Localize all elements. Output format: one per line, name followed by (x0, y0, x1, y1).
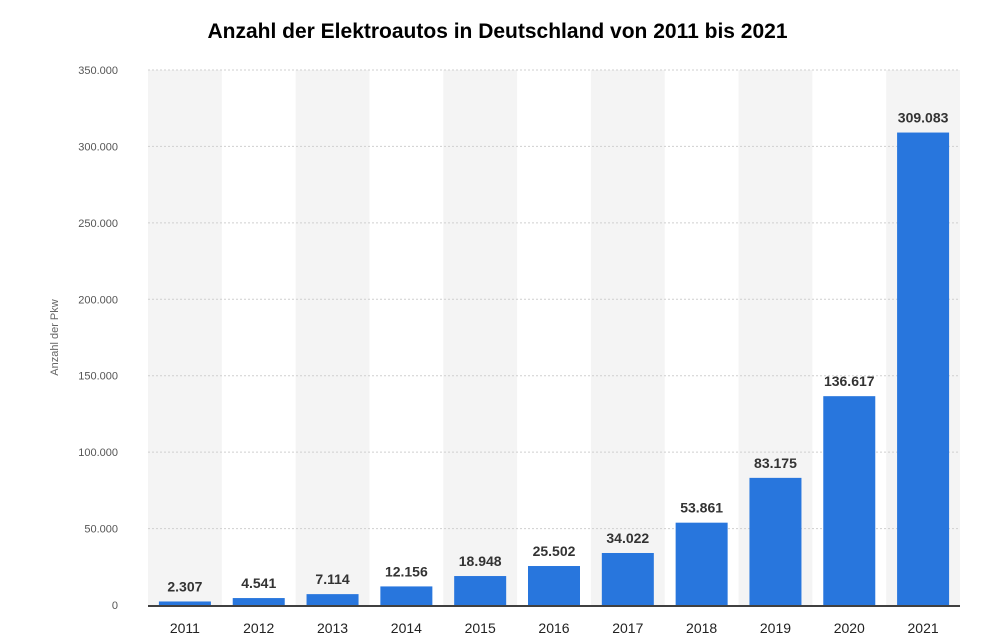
background-band (295, 70, 370, 605)
y-tick-label: 350.000 (78, 65, 118, 77)
x-tick-label: 2016 (538, 620, 569, 636)
y-tick-label: 200.000 (78, 294, 118, 306)
chart-title: Anzahl der Elektroautos in Deutschland v… (207, 20, 788, 43)
bar[interactable] (528, 566, 580, 605)
x-tick-label: 2021 (908, 620, 939, 636)
data-label: 18.948 (459, 553, 502, 569)
x-tick-label: 2015 (465, 620, 496, 636)
data-label: 309.083 (898, 110, 949, 126)
bar[interactable] (454, 576, 507, 605)
bar[interactable] (823, 396, 876, 605)
background-band (443, 70, 518, 605)
y-tick-label: 100.000 (78, 447, 118, 459)
y-tick-label: 50.000 (84, 524, 118, 536)
data-label: 83.175 (754, 455, 797, 471)
background-band (148, 70, 222, 605)
y-axis-title: Anzahl der Pkw (49, 299, 61, 375)
bar[interactable] (601, 552, 654, 605)
x-tick-label: 2019 (760, 620, 791, 636)
y-tick-label: 150.000 (78, 371, 118, 383)
x-tick-label: 2012 (243, 620, 274, 636)
data-label: 53.861 (680, 500, 723, 516)
y-axis-ticks: 0 50.000 100.000 150.000 200.000 250.000 300.0… (78, 65, 118, 612)
y-tick-label: 0 (112, 600, 118, 612)
x-tick-label: 2011 (170, 620, 200, 636)
bar[interactable] (675, 522, 728, 605)
bar[interactable] (749, 477, 802, 605)
bar[interactable] (306, 594, 359, 605)
bar[interactable] (380, 586, 433, 605)
data-label: 4.541 (241, 575, 276, 591)
data-labels: 2.307 4.541 7.114 12.156 18.948 25.502 34.022 5… (167, 110, 948, 595)
data-label: 136.617 (824, 373, 875, 389)
bar[interactable] (158, 601, 211, 605)
x-tick-label: 2013 (317, 620, 348, 636)
bars (158, 132, 950, 605)
bar[interactable] (897, 132, 950, 605)
x-tick-label: 2017 (612, 620, 643, 636)
x-tick-label: 2014 (391, 620, 422, 636)
bar[interactable] (232, 598, 285, 605)
data-label: 7.114 (315, 571, 349, 587)
data-label: 25.502 (533, 543, 576, 559)
background-band (590, 70, 665, 605)
y-tick-label: 250.000 (78, 218, 118, 230)
x-axis-ticks: 2011 2012 2013 2014 2015 2016 2017 2018 2019 2020… (170, 620, 939, 636)
data-label: 34.022 (606, 530, 649, 546)
y-tick-label: 300.000 (78, 141, 118, 153)
data-label: 12.156 (385, 563, 428, 579)
x-tick-label: 2018 (686, 620, 717, 636)
x-tick-label: 2020 (834, 620, 865, 636)
data-label: 2.307 (167, 578, 202, 594)
